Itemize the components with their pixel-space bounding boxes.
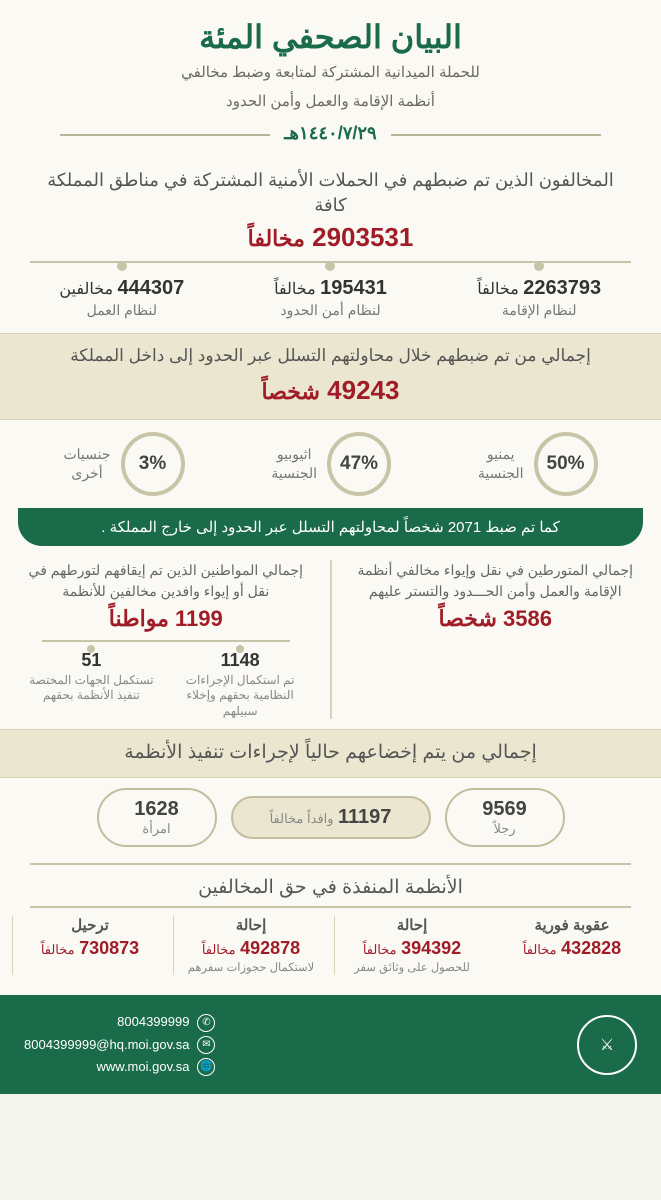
sec4-pills: 9569 رجلاً 11197 وافداً مخالفاً 1628 امر… <box>0 778 661 863</box>
sec2-percents: 50% يمنيوالجنسية 47% اثيوبيوالجنسية 3% ج… <box>0 420 661 502</box>
contact-block: 8004399999 ✆ 8004399999@hq.moi.gov.sa ✉ ww… <box>24 1011 215 1077</box>
phone-icon: ✆ <box>197 1014 215 1032</box>
sec1-total-num: 2903531 <box>312 222 413 252</box>
sec1-label: المخالفون الذين تم ضبطهم في الحملات الأم… <box>30 168 631 218</box>
pct-circle: 50% <box>534 432 598 496</box>
pill-men: 9569 رجلاً <box>445 788 565 847</box>
report-date: ١٤٤٠/٧/٢٩هـ <box>270 123 390 144</box>
sec2-label: إجمالي من تم ضبطهم خلال محاولتهم التسلل … <box>0 333 661 419</box>
divider <box>330 560 332 720</box>
pct-circle: 47% <box>327 432 391 496</box>
sec3-sub-pending: 51 تستكمل الجهات المختصة تنفيذ الأنظمة ب… <box>22 650 161 720</box>
sec3-left-split: 1148 تم استكمال الإجراءات النظامية بحقهم… <box>22 640 310 720</box>
email: 8004399999@hq.moi.gov.sa <box>24 1034 189 1056</box>
sec5-label: الأنظمة المنفذة في حق المخالفين <box>0 865 661 906</box>
sec1-cell-border: 195431 مخالفاً لنظام أمن الحدود <box>227 267 436 319</box>
sec1-total: 2903531 مخالفاً <box>0 222 661 253</box>
subtitle-line1: للحملة الميدانية المشتركة لمتابعة وضبط م… <box>20 62 641 85</box>
pct-other: 3% جنسياتأخرى <box>63 432 184 496</box>
page-title: البيان الصحفي المئة <box>20 18 641 56</box>
mail-icon: ✉ <box>197 1036 215 1054</box>
phone: 8004399999 <box>117 1011 189 1033</box>
sec3-sub-completed: 1148 تم استكمال الإجراءات النظامية بحقهم… <box>171 650 310 720</box>
sec4-label: إجمالي من يتم إخضاعهم حالياً لإجراءات تن… <box>0 729 661 778</box>
sec5-cells: عقوبة فورية 432828 مخالفاً إحالة 394392 … <box>0 908 661 996</box>
footer: ⚔ 8004399999 ✆ 8004399999@hq.moi.gov.sa ✉ … <box>0 995 661 1093</box>
subtitle-line2: أنظمة الإقامة والعمل وأمن الحدود <box>20 91 641 114</box>
emblem-icon: ⚔ <box>577 1015 637 1075</box>
sec1-total-unit: مخالفاً <box>248 226 305 251</box>
sec1-breakdown: 2263793 مخالفاً لنظام الإقامة 195431 مخا… <box>0 261 661 333</box>
pill-women: 1628 امرأة <box>97 788 217 847</box>
pill-total: 11197 وافداً مخالفاً <box>231 796 431 839</box>
sec3-right: إجمالي المتورطين في نقل وإيواء مخالفي أن… <box>352 560 640 720</box>
sec2-banner: كما تم ضبط 2071 شخصاً لمحاولتهم التسلل ع… <box>18 508 643 546</box>
date-bar: ١٤٤٠/٧/٢٩هـ <box>60 123 601 144</box>
header: البيان الصحفي المئة للحملة الميدانية الم… <box>0 0 661 154</box>
infographic-page: البيان الصحفي المئة للحملة الميدانية الم… <box>0 0 661 1094</box>
sec2-total: 49243 شخصاً <box>30 372 631 408</box>
globe-icon: 🌐 <box>197 1058 215 1076</box>
website: www.moi.gov.sa <box>97 1056 190 1078</box>
sec5-referral-travel: إحالة 492878 مخالفاً لاستكمال حجوزات سفر… <box>173 916 328 976</box>
sec5-referral-docs: إحالة 394392 مخالفاً للحصول على وثائق سف… <box>334 916 489 976</box>
sec3: إجمالي المتورطين في نقل وإيواء مخالفي أن… <box>0 546 661 730</box>
sec5-deport: ترحيل 730873 مخالفاً <box>12 916 167 976</box>
pct-circle: 3% <box>121 432 185 496</box>
pct-yemeni: 50% يمنيوالجنسية <box>478 432 598 496</box>
sec1-cell-residency: 2263793 مخالفاً لنظام الإقامة <box>435 267 643 319</box>
sec5-immediate: عقوبة فورية 432828 مخالفاً <box>495 916 649 976</box>
pct-ethiopian: 47% اثيوبيوالجنسية <box>271 432 391 496</box>
sec1-cell-labor: 444307 مخالفين لنظام العمل <box>18 267 227 319</box>
sec3-left: إجمالي المواطنين الذين تم إيقافهم لتورطه… <box>22 560 310 720</box>
